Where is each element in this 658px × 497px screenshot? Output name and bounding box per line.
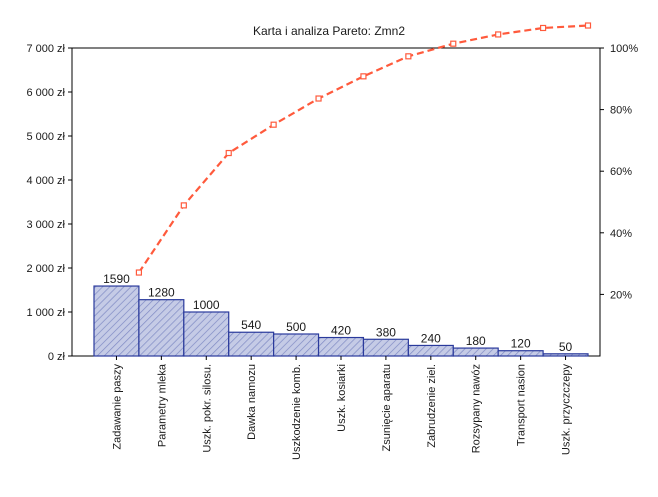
bar [183, 311, 230, 357]
cumulative-point [360, 73, 367, 80]
bar-value-label: 1000 [193, 298, 220, 312]
bar-value-label: 120 [511, 337, 531, 351]
bar [317, 336, 365, 357]
bar [93, 285, 140, 357]
x-category-label: Transport nasion [516, 364, 528, 446]
y-tick-label: 4 000 zł [26, 175, 65, 187]
bar [138, 299, 185, 357]
y-tick-label: 3 000 zł [26, 219, 65, 231]
y-tick-label: 7 000 zł [26, 43, 65, 55]
x-axis: Zadawanie paszy Parametry mleka Uszk. pokr… [111, 356, 573, 460]
cumulative-line-series [135, 22, 592, 276]
cumulative-point [315, 95, 322, 102]
bar-value-label: 50 [559, 340, 573, 354]
chart-title: Karta i analiza Pareto: Zmn2 [253, 24, 405, 38]
bar [407, 344, 454, 357]
y-axis-left: 0 zł 1 000 zł 2 000 zł 3 000 zł 4 000 zł 5 00… [26, 43, 72, 363]
y-axis-right: 20% 40% 60% 80% 100% [600, 43, 638, 301]
x-category-label: Uszk. pokr. silosu. [201, 364, 213, 453]
y2-tick-label: 60% [610, 166, 632, 178]
bar-value-label: 380 [376, 325, 396, 339]
cumulative-point [180, 202, 187, 209]
bar [228, 331, 275, 357]
y-tick-label: 6 000 zł [26, 87, 65, 99]
bar-value-label: 1280 [148, 286, 175, 300]
bar-value-label: 180 [466, 334, 486, 348]
x-category-label: Rozsypany nawóz [471, 364, 483, 453]
x-category-label: Uszkodzenie komb. [291, 364, 303, 460]
y2-tick-label: 20% [610, 289, 632, 301]
bar [273, 333, 320, 357]
cumulative-point [405, 53, 412, 60]
y-tick-label: 5 000 zł [26, 131, 65, 143]
bar [452, 347, 499, 357]
bar-value-label: 240 [421, 331, 441, 345]
x-category-label: Zabrudzenie ziel. [426, 364, 438, 448]
bar-value-label: 540 [241, 318, 261, 332]
y2-tick-label: 100% [610, 43, 638, 55]
x-category-label: Uszk. kosiarki [336, 364, 348, 432]
cumulative-point [225, 149, 232, 157]
cumulative-point [495, 31, 502, 38]
bar [542, 353, 589, 357]
bar-value-label: 500 [286, 320, 306, 334]
x-category-label: Uszk. przyczczepy [561, 364, 573, 456]
cumulative-point [539, 24, 547, 32]
x-category-label: Zadawanie paszy [111, 364, 123, 450]
bar-data-labels: 1590 1280 1000 540 500 420 380 240 180 120 50 [103, 272, 572, 354]
bar-value-label: 1590 [103, 272, 130, 286]
y-tick-label: 2 000 zł [26, 263, 65, 275]
cumulative-point [135, 269, 143, 276]
cumulative-point [450, 40, 457, 47]
cumulative-line [137, 24, 589, 274]
x-category-label: Parametry mleka [156, 363, 168, 447]
y-tick-label: 0 zł [48, 351, 66, 363]
y-tick-label: 1 000 zł [26, 307, 65, 319]
bar [497, 350, 544, 357]
bar-value-label: 420 [331, 324, 351, 338]
x-category-label: Dawka namozu [246, 364, 258, 440]
cumulative-point [584, 22, 592, 29]
cumulative-point [270, 121, 277, 128]
x-category-label: Zsunięcie aparatu [381, 364, 393, 451]
y2-tick-label: 80% [610, 105, 632, 117]
bar [362, 338, 409, 357]
y2-tick-label: 40% [610, 228, 632, 240]
